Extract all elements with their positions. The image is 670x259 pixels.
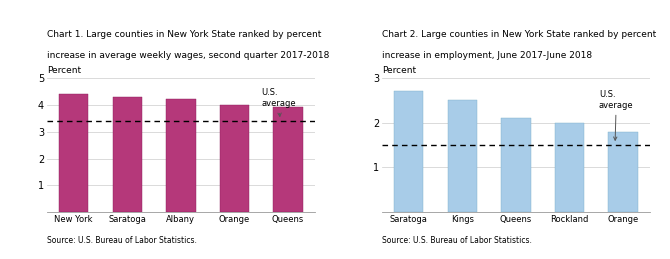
Text: U.S.
average: U.S. average [599, 90, 634, 140]
Text: Source: U.S. Bureau of Labor Statistics.: Source: U.S. Bureau of Labor Statistics. [382, 236, 532, 245]
Bar [273, 107, 303, 212]
Bar [555, 123, 584, 212]
Bar [113, 97, 142, 212]
Bar [166, 99, 196, 212]
Bar [59, 94, 88, 212]
Text: U.S.
average: U.S. average [261, 89, 296, 116]
Text: Chart 1. Large counties in New York State ranked by percent: Chart 1. Large counties in New York Stat… [47, 30, 322, 39]
Bar [448, 100, 477, 212]
Bar [608, 132, 638, 212]
Text: Percent: Percent [47, 66, 81, 75]
Text: Percent: Percent [382, 66, 416, 75]
Text: increase in employment, June 2017-June 2018: increase in employment, June 2017-June 2… [382, 51, 592, 60]
Bar [220, 105, 249, 212]
Text: increase in average weekly wages, second quarter 2017-2018: increase in average weekly wages, second… [47, 51, 329, 60]
Text: Source: U.S. Bureau of Labor Statistics.: Source: U.S. Bureau of Labor Statistics. [47, 236, 197, 245]
Bar [501, 118, 531, 212]
Text: Chart 2. Large counties in New York State ranked by percent: Chart 2. Large counties in New York Stat… [382, 30, 656, 39]
Bar [394, 91, 423, 212]
